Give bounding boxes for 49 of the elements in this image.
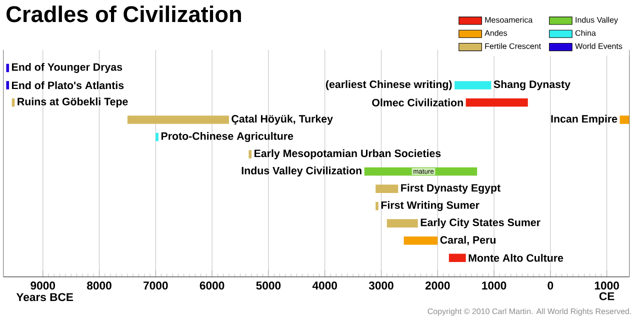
data-label: Olmec Civilization (372, 98, 463, 106)
data-label: Caral, Peru (440, 236, 496, 246)
x-axis-title: Years BCE (16, 293, 74, 302)
legend-label: World Events (575, 43, 622, 49)
bar (620, 116, 630, 124)
bar (404, 236, 438, 245)
text: Copyright © 2010 Carl Martin. All World Rights Reserved. (428, 308, 631, 316)
bar (6, 81, 10, 90)
x-tick-label: 3000 (368, 282, 394, 290)
legend-label: China (575, 30, 596, 36)
data-label: Ruins at Göbekli Tepe (18, 98, 128, 108)
chart-title: Cradles of Civilization (6, 6, 241, 22)
x-tick-label: 9000 (30, 282, 55, 290)
data-label: End of Younger Dryas (12, 62, 122, 73)
x-tick-label: 6000 (200, 282, 224, 290)
bar (448, 254, 466, 262)
annotation: (earliest Chinese writing) (326, 80, 452, 90)
legend-label: Andes (484, 30, 508, 36)
bar (454, 81, 492, 90)
bar (386, 219, 418, 228)
legend-label: Fertile Crescent (485, 43, 541, 49)
bar (127, 116, 229, 124)
bar (376, 184, 398, 193)
x-tick-label: 1000 CE (594, 282, 619, 300)
x-tick-label: 2000 (425, 282, 450, 290)
data-label: Incan Empire (551, 114, 618, 125)
data-label: Proto-Chinese Agriculture (161, 132, 294, 142)
bar (376, 202, 378, 210)
legend-label: Indus Valley (576, 16, 618, 24)
bar (6, 64, 10, 72)
x-tick-label: 7000 (144, 282, 168, 290)
bar (156, 132, 158, 142)
x-tick-label: 5000 (256, 282, 281, 290)
x-tick-label: 8000 (87, 282, 112, 290)
data-label: Early Mesopotamian Urban Societies (254, 149, 441, 160)
data-label: Çatal Höyük, Turkey (232, 114, 333, 125)
legend-label: Mesoamerica (485, 16, 533, 23)
bar (248, 150, 252, 158)
x-tick-label: 1000 (482, 282, 506, 290)
x-tick-label: 4000 (312, 282, 337, 290)
data-label: First Dynasty Egypt (401, 184, 500, 194)
bar (466, 98, 528, 107)
data-label: Shang Dynasty (494, 80, 570, 90)
data-label: Monte Alto Culture (468, 254, 564, 262)
data-label: Early City States Sumer (420, 218, 540, 228)
data-label: First Writing Sumer (381, 201, 480, 212)
x-tick-label: 0 (548, 282, 554, 290)
data-label: Indus Valley Civilization (242, 166, 362, 177)
data-label: End of Plato's Atlantis (12, 81, 124, 90)
